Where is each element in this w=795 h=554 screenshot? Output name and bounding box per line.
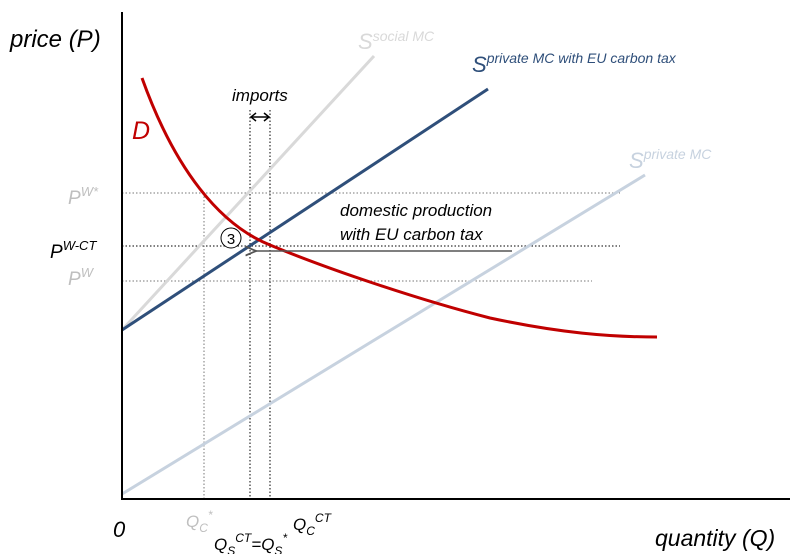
- domestic-production-label-line2: with EU carbon tax: [340, 225, 483, 244]
- origin-label: 0: [113, 517, 126, 542]
- pw-star-label: PW*: [68, 184, 99, 209]
- private-mc-tax-label: Sprivate MC with EU carbon tax: [472, 50, 677, 77]
- private-mc-supply-curve: [121, 173, 646, 496]
- imports-arrowhead-left: [249, 112, 257, 122]
- imports-label: imports: [232, 86, 288, 105]
- social-mc-label: Ssocial MC: [358, 28, 435, 54]
- domestic-production-label-line1: domestic production: [340, 201, 492, 220]
- social-mc-supply-curve: [120, 54, 376, 332]
- demand-curve: [140, 77, 658, 339]
- equilibrium-marker-circle: [220, 227, 242, 249]
- qs-label: QSCT=QS*: [214, 531, 287, 554]
- private-mc-tax-supply-curve: [121, 87, 489, 332]
- imports-arrowhead-right: [263, 112, 271, 122]
- pw-ct-label: PW-CT: [50, 238, 97, 263]
- x-axis-label: quantity (Q): [655, 525, 775, 551]
- private-mc-label: Sprivate MC: [629, 146, 712, 173]
- pw-label: PW: [68, 265, 95, 290]
- qc-ct-label: QCCT: [293, 511, 333, 538]
- qc-star-label: QC*: [186, 508, 213, 535]
- demand-label: D: [132, 117, 150, 145]
- equilibrium-marker-label: 3: [227, 231, 235, 248]
- y-axis-label: price (P): [9, 26, 101, 53]
